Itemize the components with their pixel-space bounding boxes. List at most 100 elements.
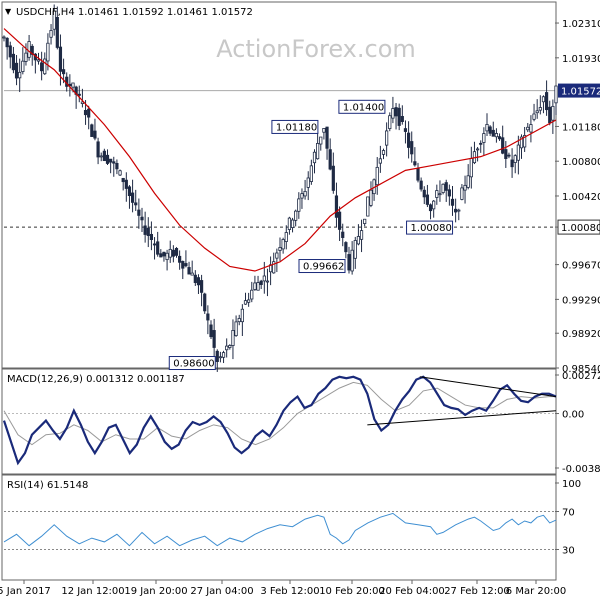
candle-body — [225, 345, 229, 351]
candle-body — [538, 107, 542, 111]
candle-body — [275, 252, 279, 259]
price-annotation-box — [406, 220, 454, 235]
candle-body — [278, 247, 282, 251]
candle-body — [507, 154, 511, 157]
candle-body — [272, 261, 276, 274]
candle-body — [231, 330, 235, 346]
candle-body — [375, 166, 379, 186]
candle-body — [419, 180, 423, 190]
candle-body — [350, 249, 354, 272]
price-annotation-box — [338, 99, 386, 114]
rsi-tick-label: 30 — [562, 546, 575, 557]
candle-body — [83, 109, 88, 116]
candle-body — [526, 126, 530, 131]
price-annotation-label: 1.01180 — [276, 122, 317, 133]
candle-body — [77, 93, 81, 96]
candle-body — [294, 210, 298, 221]
candle-body — [397, 107, 401, 126]
candle-body — [221, 352, 226, 358]
candle-body — [228, 345, 232, 348]
candle-body — [344, 242, 348, 253]
candle-body — [115, 163, 119, 170]
candle-body — [450, 198, 455, 206]
candle-body — [457, 209, 461, 212]
price-tick-label: 1.00800 — [562, 157, 600, 168]
candle-body — [250, 289, 254, 300]
candle-body — [504, 149, 508, 159]
price-tick-label: 1.02310 — [562, 19, 600, 30]
candle-body — [300, 193, 304, 199]
candle-body — [90, 124, 94, 137]
candle-body — [334, 195, 339, 218]
candle-body — [40, 62, 44, 72]
candle-body — [196, 277, 201, 286]
candle-body — [353, 240, 357, 259]
candle-body — [93, 130, 97, 139]
candle-body — [290, 219, 295, 228]
x-tick-label: 5 Jan 2017 — [0, 586, 51, 597]
candle-body — [284, 232, 288, 242]
candle-body — [463, 184, 467, 191]
candle-body — [425, 194, 430, 205]
candle-body — [193, 274, 197, 283]
rsi-tick-label: 100 — [562, 479, 581, 490]
candle-body — [203, 293, 207, 312]
price-tick-label: 1.00420 — [562, 192, 600, 203]
price-annotation-label: 0.99662 — [303, 262, 344, 273]
candle-body — [124, 179, 128, 189]
candle-body — [319, 136, 323, 145]
candle-body — [190, 272, 194, 276]
candle-body — [394, 107, 398, 117]
candle-body — [281, 239, 285, 250]
candle-body — [435, 190, 439, 198]
macd-tick-label: -0.003854 — [562, 464, 600, 475]
candle-body — [363, 218, 367, 224]
candle-body — [535, 110, 539, 114]
candle-body — [444, 182, 448, 191]
x-tick-label: 6 Mar 20:00 — [506, 586, 566, 597]
candle-body — [52, 10, 56, 30]
candle-body — [184, 263, 188, 267]
candle-body — [551, 105, 555, 121]
candle-body — [143, 225, 147, 235]
x-tick-label: 20 Feb 04:00 — [379, 586, 445, 597]
x-tick-label: 10 Feb 20:00 — [319, 586, 385, 597]
candle-body — [347, 254, 351, 271]
candle-body — [388, 115, 392, 130]
candle-body — [416, 168, 420, 181]
candle-body — [253, 282, 257, 290]
candle-body — [378, 158, 382, 164]
candle-body — [510, 159, 514, 168]
price-tick-label: 1.01930 — [562, 54, 600, 65]
price-tick-label: 0.99670 — [562, 261, 600, 272]
candle-body — [497, 136, 502, 140]
candle-body — [168, 248, 172, 258]
candle-body — [134, 202, 138, 206]
candle-body — [212, 330, 216, 348]
candle-body — [218, 356, 223, 359]
candle-body — [237, 318, 241, 323]
candle-body — [441, 183, 445, 193]
candle-body — [337, 211, 342, 230]
candle-body — [240, 308, 244, 323]
candle-body — [519, 136, 524, 149]
candle-body — [61, 69, 66, 75]
candle-body — [262, 275, 266, 282]
candle-body — [406, 132, 411, 148]
candle-body — [159, 253, 163, 258]
candle-body — [391, 108, 395, 119]
price-tick-label: 1.01180 — [562, 122, 600, 133]
candle-body — [112, 161, 116, 164]
rsi-tick-label: 70 — [562, 508, 575, 519]
candle-body — [316, 143, 320, 160]
price-annotation-label: 1.00080 — [411, 223, 452, 234]
candle-body — [413, 161, 417, 166]
candle-body — [256, 282, 260, 291]
candle-body — [422, 189, 426, 198]
candle-body — [488, 126, 492, 134]
candle-body — [460, 187, 464, 200]
rsi-panel-title: RSI(14) 61.5148 — [7, 480, 88, 491]
candle-body — [479, 142, 483, 145]
candle-body — [482, 133, 486, 143]
